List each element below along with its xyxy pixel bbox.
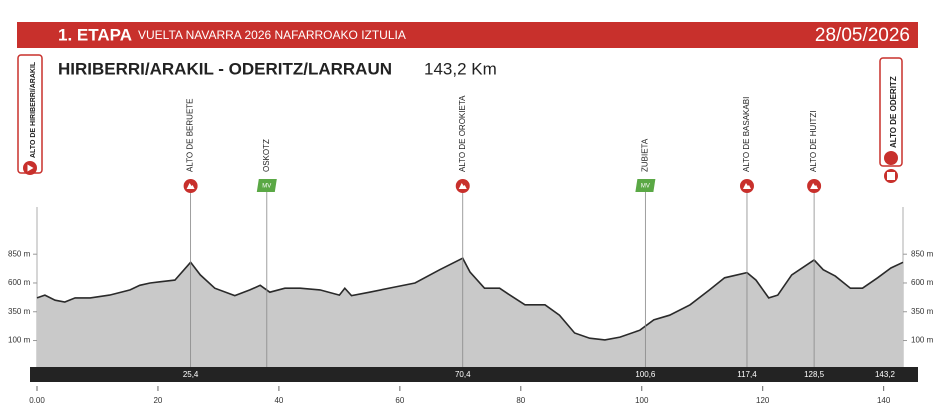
sprint-badge-label: MV [641, 184, 650, 190]
sprint-badge [635, 179, 656, 192]
x-tick-label: 20 [153, 396, 162, 405]
km-mark-label: 70,4 [455, 370, 471, 379]
poi-name: ZUBIETA [640, 138, 649, 172]
y-tick-label: 600 m [8, 278, 31, 287]
poi-name: ALTO DE BERUETE [186, 99, 195, 173]
poi-name: OSKOTZ [262, 139, 271, 172]
y-tick-label: 600 m [911, 278, 934, 287]
y-tick-label: 350 m [911, 307, 934, 316]
climb-icon-mountain [186, 183, 195, 189]
km-mark-label: 117,4 [737, 370, 757, 379]
x-tick-label: 80 [516, 396, 525, 405]
km-mark-label: 100,6 [635, 370, 656, 379]
race-name: VUELTA NAVARRA 2026 NAFARROAKO IZTULIA [138, 28, 406, 42]
sprint-badge [256, 179, 277, 192]
climb-icon-mountain [742, 183, 751, 189]
poi-name: ALTO DE HUITZI [809, 111, 818, 173]
finish-frame [879, 57, 903, 167]
stage-label: 1. ETAPA [58, 25, 132, 44]
y-tick-label: 100 m [911, 336, 934, 345]
climb-icon-mountain [458, 183, 467, 189]
finish-flag-check [887, 172, 895, 180]
finish-climb-icon [884, 151, 898, 165]
y-tick-label: 100 m [8, 336, 31, 345]
finish-name: ALTO DE ODERITZ [889, 76, 898, 148]
stage-date: 28/05/2026 [815, 25, 910, 46]
route-distance: 143,2 Km [424, 59, 497, 78]
x-tick-label: 60 [395, 396, 404, 405]
y-tick-label: 850 m [8, 249, 31, 258]
x-tick-label: 40 [274, 396, 283, 405]
km-mark-label: 128,5 [804, 370, 825, 379]
profile-area [37, 258, 903, 367]
climb-icon-mountain [810, 183, 819, 189]
sprint-badge-label: MV [262, 184, 271, 190]
poi-name: ALTO DE BASAKABI [742, 97, 751, 172]
poi-name: ALTO DE OROKIETA [458, 95, 467, 172]
route-title: HIRIBERRI/ARAKIL - ODERITZ/LARRAUN [58, 59, 392, 78]
profile-line [36, 257, 904, 341]
y-tick-label: 850 m [911, 249, 934, 258]
start-name: ALTO DE HIRIBERRI/ARAKIL [30, 61, 37, 158]
x-tick-label: 140 [877, 396, 891, 405]
start-icon-arrow [27, 164, 34, 172]
header-bar [17, 22, 918, 48]
x-tick-label: 100 [635, 396, 649, 405]
x-tick-label: 0.00 [29, 396, 45, 405]
finish-km-label: 143,2 [875, 370, 896, 379]
km-bar [30, 367, 918, 382]
x-tick-label: 120 [756, 396, 770, 405]
km-mark-label: 25,4 [183, 370, 199, 379]
y-tick-label: 350 m [8, 307, 31, 316]
